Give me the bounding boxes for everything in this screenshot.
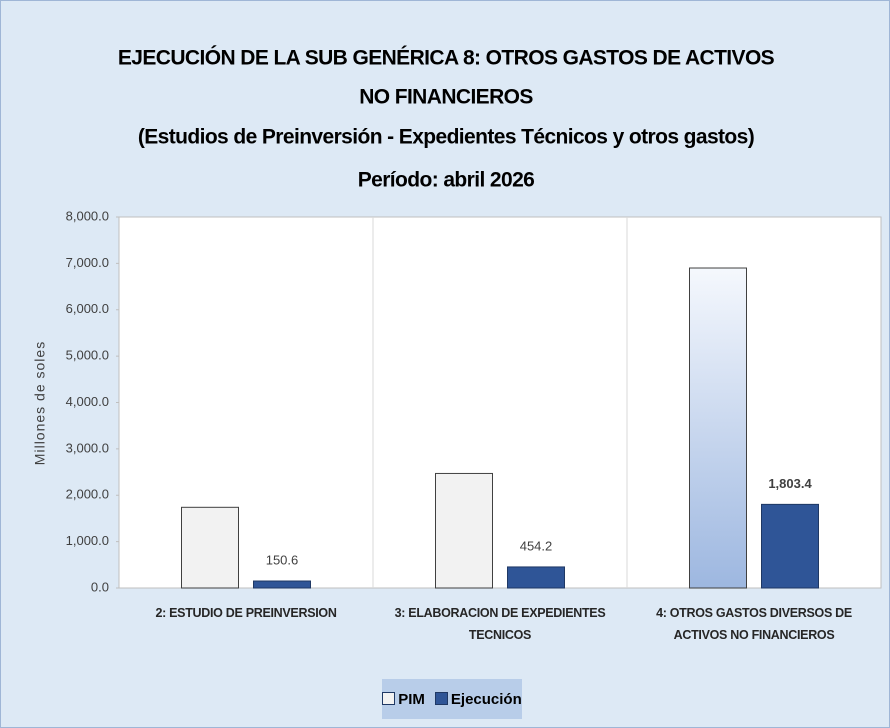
x-tick-label: 2: ESTUDIO DE PREINVERSION <box>155 606 337 620</box>
y-tick-label: 4,000.0 <box>66 394 109 409</box>
bar <box>435 472 493 589</box>
y-tick-label: 6,000.0 <box>66 301 109 316</box>
y-axis-label: Millones de soles <box>32 341 48 465</box>
chart-title: NO FINANCIEROS <box>359 86 533 109</box>
legend-item: PIM <box>382 691 425 708</box>
y-tick-label: 0.0 <box>91 579 109 594</box>
y-tick-label: 7,000.0 <box>66 255 109 270</box>
legend-label: PIM <box>398 690 425 708</box>
y-tick-label: 8,000.0 <box>66 208 109 223</box>
chart-period: Período: abril 2026 <box>358 169 535 192</box>
data-label: 454.2 <box>520 538 553 553</box>
x-tick-label: 4: OTROS GASTOS DIVERSOS DE ACTIVOS NO F… <box>656 606 852 642</box>
chart-title: EJECUCIÓN DE LA SUB GENÉRICA 8: OTROS GA… <box>118 46 775 70</box>
legend: PIM Ejecución <box>382 679 522 719</box>
y-tick-label: 1,000.0 <box>66 533 109 548</box>
bar <box>181 506 239 589</box>
bar <box>761 503 819 589</box>
x-tick-label: 3: ELABORACION DE EXPEDIENTES TECNICOS <box>394 606 606 642</box>
legend-swatch <box>382 691 396 705</box>
bar <box>689 267 747 589</box>
bar <box>507 566 565 589</box>
bar <box>253 580 311 589</box>
data-label: 1,803.4 <box>768 476 812 491</box>
data-label: 150.6 <box>266 552 299 567</box>
y-tick-label: 3,000.0 <box>66 440 109 455</box>
chart-subtitle: (Estudios de Preinversión - Expedientes … <box>138 126 754 149</box>
legend-label: Ejecución <box>450 690 522 708</box>
plot-area <box>118 216 882 589</box>
legend-item: Ejecución <box>434 690 522 708</box>
y-tick-label: 2,000.0 <box>66 487 109 502</box>
y-tick-label: 5,000.0 <box>66 348 109 363</box>
legend-swatch <box>434 691 448 705</box>
